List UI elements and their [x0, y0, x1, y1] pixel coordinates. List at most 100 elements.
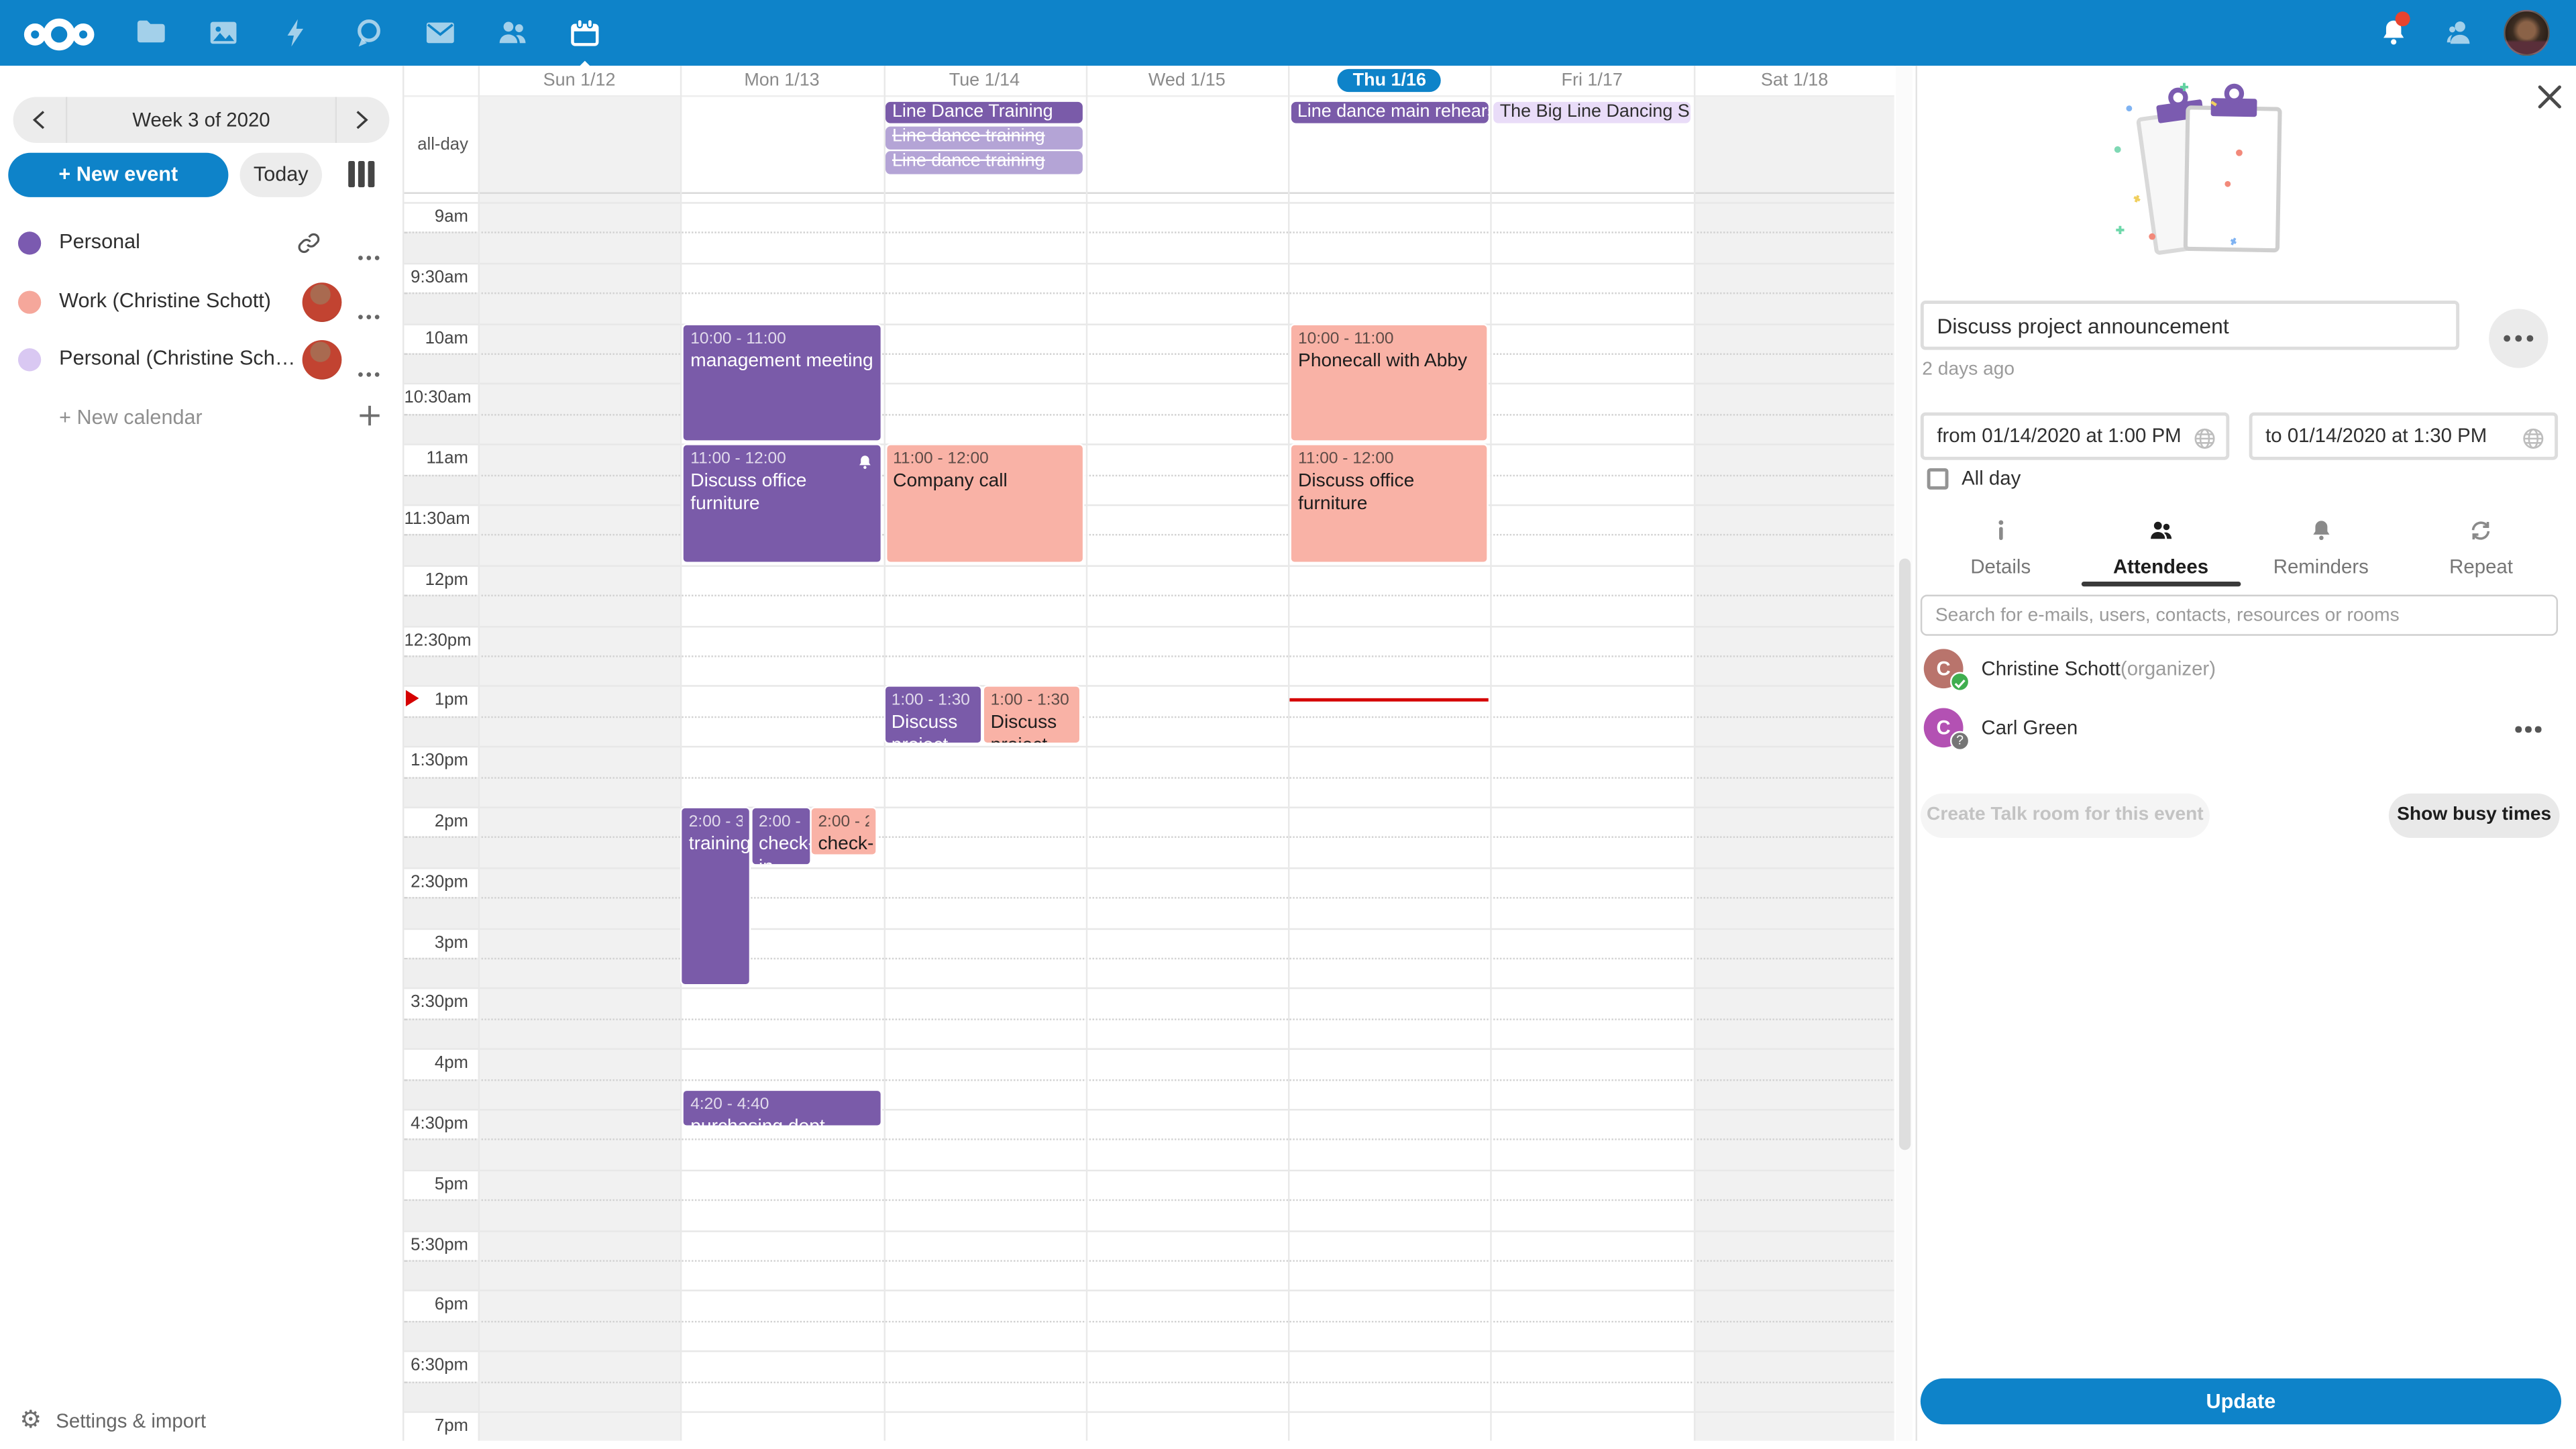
- quarter-gridline: [404, 655, 1894, 657]
- contacts-menu-icon[interactable]: [2443, 16, 2476, 49]
- hour-gridline: [404, 867, 1894, 869]
- calendar-event[interactable]: 10:00 - 11:00 management meeting: [682, 323, 882, 443]
- update-button[interactable]: Update: [1920, 1378, 2561, 1425]
- close-icon[interactable]: [2536, 84, 2563, 110]
- calendar-event[interactable]: 4:20 - 4:40 purchasing dept: [682, 1088, 882, 1128]
- gutter-band: [404, 594, 478, 626]
- event-title: training: [688, 835, 751, 855]
- files-icon[interactable]: [135, 16, 168, 49]
- sidebar-calendar-3[interactable]: Personal (Christine Schott): [0, 330, 402, 389]
- info-icon: [1988, 520, 2014, 551]
- new-event-button[interactable]: + New event: [8, 152, 229, 197]
- gutter-band: [404, 1381, 478, 1411]
- end-datetime-field[interactable]: to 01/14/2020 at 1:30 PM: [2249, 412, 2559, 460]
- day-header[interactable]: Mon 1/13: [744, 70, 820, 91]
- calendar-name: Personal: [59, 229, 141, 254]
- event-actions-menu-button[interactable]: [2489, 309, 2548, 368]
- settings-label: Settings & import: [56, 1409, 207, 1433]
- calendar-event[interactable]: 2:00 - 2:30 check-in: [750, 806, 812, 866]
- allday-event[interactable]: Line dance training: [885, 151, 1083, 174]
- calendar-event[interactable]: 11:00 - 12:00 Discuss office furniture: [1289, 443, 1489, 564]
- tab-repeat[interactable]: Repeat: [2401, 513, 2561, 582]
- day-header[interactable]: Sat 1/18: [1760, 70, 1829, 91]
- allday-event[interactable]: The Big Line Dancing Show: [1493, 101, 1691, 124]
- day-header[interactable]: Tue 1/14: [949, 70, 1020, 91]
- calendar-event[interactable]: 11:00 - 12:00 Company call: [884, 443, 1084, 564]
- attendee-name: Christine Schott(organizer): [1981, 657, 2216, 680]
- attendee-search-input[interactable]: [1920, 594, 2559, 636]
- next-week-button[interactable]: [335, 97, 390, 144]
- reminder-bell-icon: [855, 450, 873, 480]
- gutter-band: [404, 776, 478, 807]
- week-label[interactable]: Week 3 of 2020: [132, 108, 270, 131]
- event-title: purchasing dept: [690, 1116, 825, 1128]
- timezone-globe-icon[interactable]: [2193, 424, 2216, 457]
- all-day-checkbox[interactable]: [1927, 468, 1949, 490]
- nextcloud-logo[interactable]: [23, 16, 95, 51]
- attendee-menu-icon[interactable]: [2515, 724, 2544, 735]
- time-axis-label: 12pm: [425, 570, 468, 590]
- calendar-name: Personal (Christine Schott): [59, 346, 303, 370]
- calendar-menu-icon[interactable]: [358, 356, 381, 379]
- allday-separator: [404, 192, 1894, 194]
- tab-details[interactable]: Details: [1921, 513, 2081, 582]
- event-title: Discuss office furniture: [1298, 472, 1415, 515]
- grid-scrollbar[interactable]: [1896, 65, 1913, 1441]
- calendar-event[interactable]: 10:00 - 11:00 Phonecall with Abby: [1289, 323, 1489, 443]
- scrollbar-thumb[interactable]: [1898, 558, 1910, 1150]
- settings-import[interactable]: ⚙ Settings & import: [0, 1400, 402, 1449]
- column-gridline: [680, 65, 683, 1441]
- quarter-gridline: [404, 957, 1894, 960]
- calendar-event[interactable]: 2:00 - 2:25 check-in: [810, 806, 878, 856]
- activity-icon[interactable]: [279, 16, 312, 49]
- allday-row-label: all-day: [417, 134, 468, 155]
- quarter-gridline: [404, 1199, 1894, 1201]
- start-datetime-field[interactable]: from 01/14/2020 at 1:00 PM: [1920, 412, 2230, 460]
- calendar-app-icon[interactable]: [568, 16, 601, 49]
- quarter-gridline: [404, 232, 1894, 234]
- new-calendar-button[interactable]: + New calendar: [0, 389, 402, 448]
- sidebar-calendar-2[interactable]: Work (Christine Schott): [0, 273, 402, 332]
- calendar-grid: Sun 1/12 Mon 1/13 Tue 1/14 Wed 1/15 Thu 1/16…: [402, 65, 1894, 1441]
- share-link-icon[interactable]: [297, 231, 320, 254]
- day-header[interactable]: Thu 1/16: [1288, 67, 1491, 93]
- calendar-menu-icon[interactable]: [358, 299, 381, 322]
- allday-event[interactable]: Line dance training: [885, 126, 1083, 149]
- sidebar-calendar-1[interactable]: Personal: [0, 213, 402, 272]
- today-header-pill[interactable]: Thu 1/16: [1338, 68, 1441, 93]
- contacts-icon[interactable]: [496, 16, 529, 49]
- gutter-band: [404, 1078, 478, 1110]
- repeat-icon: [2468, 521, 2494, 551]
- photos-icon[interactable]: [207, 16, 240, 49]
- tab-reminders[interactable]: Reminders: [2241, 513, 2401, 582]
- tab-attendees[interactable]: Attendees: [2080, 513, 2241, 587]
- show-busy-times-button[interactable]: Show busy times: [2388, 793, 2560, 838]
- previous-week-button[interactable]: [13, 97, 68, 144]
- day-header[interactable]: Wed 1/15: [1148, 70, 1226, 91]
- timezone-globe-icon[interactable]: [2522, 424, 2544, 457]
- day-header[interactable]: Fri 1/17: [1561, 70, 1623, 91]
- calendar-menu-icon[interactable]: [358, 240, 381, 263]
- gutter-band: [404, 1139, 478, 1170]
- notifications-bell-icon[interactable]: [2377, 11, 2410, 49]
- event-title-input[interactable]: [1920, 301, 2460, 350]
- day-header[interactable]: Sun 1/12: [543, 70, 616, 91]
- view-toggle-icon[interactable]: [347, 158, 380, 191]
- calendar-name: Work (Christine Schott): [59, 289, 272, 313]
- create-talk-room-button[interactable]: Create Talk room for this event: [1920, 793, 2210, 838]
- mail-icon[interactable]: [424, 16, 457, 49]
- allday-event[interactable]: Line Dance Training: [885, 101, 1083, 124]
- calendar-event[interactable]: 11:00 - 12:00 Discuss office furniture: [682, 443, 882, 564]
- time-axis-label: 10:30am: [404, 388, 472, 409]
- gutter-band: [404, 292, 478, 323]
- calendar-event[interactable]: 2:00 - 3:30 training: [680, 806, 751, 987]
- user-avatar[interactable]: [2504, 9, 2550, 56]
- talk-icon[interactable]: [354, 16, 386, 49]
- today-button[interactable]: Today: [239, 152, 322, 197]
- gutter-band: [404, 534, 478, 565]
- quarter-gridline: [404, 292, 1894, 294]
- allday-event[interactable]: Line dance main rehearsal: [1291, 101, 1489, 124]
- calendar-event[interactable]: 1:00 - 1:30 Discuss project announcement: [883, 686, 983, 745]
- hour-gridline: [404, 1048, 1894, 1051]
- calendar-event[interactable]: 1:00 - 1:30 Discuss project: [982, 686, 1082, 745]
